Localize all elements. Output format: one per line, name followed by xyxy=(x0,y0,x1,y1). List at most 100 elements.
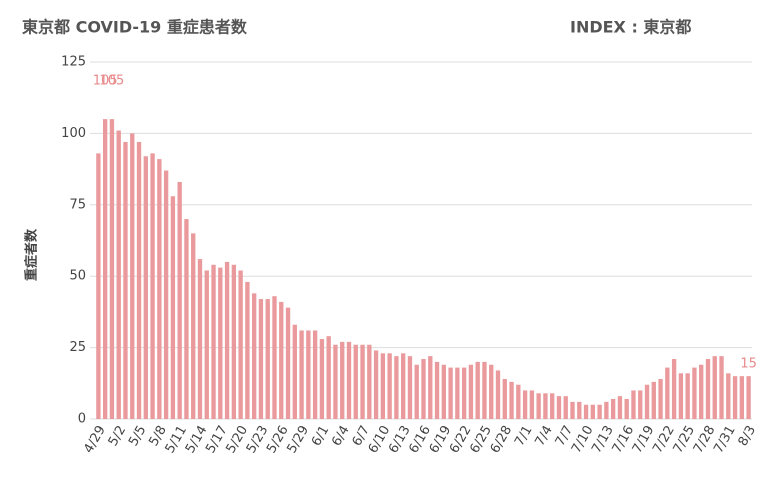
bar xyxy=(326,336,331,419)
bar xyxy=(428,356,433,419)
bar xyxy=(340,341,345,419)
bar xyxy=(604,401,609,419)
x-tick-label: 6/4 xyxy=(329,423,352,449)
bar xyxy=(678,373,684,419)
bar xyxy=(96,153,101,419)
bar xyxy=(245,281,250,419)
bar xyxy=(292,324,297,419)
bar xyxy=(516,384,521,419)
data-label: 105 xyxy=(100,74,125,89)
bar xyxy=(441,364,446,419)
bar xyxy=(705,359,711,419)
bar xyxy=(712,356,717,419)
bar xyxy=(319,339,325,419)
bar xyxy=(163,170,169,419)
bar xyxy=(421,359,426,419)
bar xyxy=(306,330,311,419)
bar xyxy=(502,379,507,419)
bar xyxy=(482,361,487,419)
bar xyxy=(143,156,148,420)
bar xyxy=(624,399,629,419)
bar xyxy=(123,141,128,419)
bar xyxy=(475,361,480,419)
bar xyxy=(685,373,690,419)
bar xyxy=(130,133,135,419)
x-tick-label: 8/3 xyxy=(736,423,759,449)
x-tick-label: 5/2 xyxy=(106,423,129,449)
bar xyxy=(658,379,663,419)
bar xyxy=(211,264,216,419)
y-tick-label: 25 xyxy=(69,340,86,355)
chart-subtitle: INDEX : 東京都 xyxy=(570,18,691,37)
bar xyxy=(509,381,514,419)
bar xyxy=(461,367,467,419)
bar xyxy=(265,299,270,419)
x-tick-label: 7/4 xyxy=(532,423,555,449)
bar xyxy=(380,353,386,419)
data-label: 105 xyxy=(93,74,118,89)
bar xyxy=(489,364,494,419)
bar xyxy=(651,381,656,419)
x-tick-label: 6/28 xyxy=(488,423,516,456)
bar xyxy=(610,399,616,419)
bar xyxy=(617,396,623,419)
bar xyxy=(353,344,358,419)
bar xyxy=(394,356,399,419)
bar xyxy=(522,390,528,419)
bar xyxy=(238,270,243,419)
bar xyxy=(116,130,121,419)
bar xyxy=(529,390,535,419)
bar xyxy=(136,141,142,419)
bar xyxy=(590,404,595,419)
bar xyxy=(563,396,568,419)
bar xyxy=(170,196,176,419)
bar xyxy=(407,356,413,419)
bar xyxy=(495,370,501,419)
y-tick-label: 50 xyxy=(69,269,86,284)
x-tick-label: 5/5 xyxy=(126,423,149,449)
bar xyxy=(150,153,155,419)
y-tick-label: 125 xyxy=(61,55,86,70)
bar xyxy=(109,119,115,420)
x-tick-label: 6/1 xyxy=(309,423,332,449)
bar xyxy=(631,390,636,419)
bar xyxy=(692,367,697,419)
bar xyxy=(157,159,162,419)
bar xyxy=(536,393,541,419)
bar xyxy=(570,401,575,419)
data-label: 15 xyxy=(740,357,757,372)
bar xyxy=(556,396,562,419)
bar xyxy=(224,261,230,419)
bar xyxy=(272,296,277,419)
y-tick-label: 75 xyxy=(69,197,86,212)
bar xyxy=(231,264,237,419)
x-tick-label: 7/1 xyxy=(512,423,535,449)
bar xyxy=(597,404,602,419)
bar xyxy=(577,401,582,419)
bar xyxy=(197,259,203,419)
bar xyxy=(638,390,643,419)
bar xyxy=(279,301,284,419)
bar xyxy=(644,384,650,419)
bar xyxy=(468,364,474,419)
bar xyxy=(218,267,223,419)
bar xyxy=(102,119,108,420)
bar xyxy=(550,393,555,419)
bar xyxy=(387,353,392,419)
bar xyxy=(373,350,379,419)
bar xyxy=(726,373,731,419)
bar xyxy=(665,367,670,419)
x-tick-label: 4/29 xyxy=(81,423,109,456)
chart-title: 東京都 COVID-19 重症患者数 xyxy=(22,18,248,37)
bar xyxy=(671,359,677,419)
bar xyxy=(699,364,704,419)
bar xyxy=(739,376,745,419)
bar xyxy=(732,376,738,419)
x-tick-label: 7/31 xyxy=(711,423,739,456)
y-tick-label: 100 xyxy=(61,126,86,141)
bar xyxy=(252,293,257,419)
bar xyxy=(333,344,338,419)
bar xyxy=(184,219,189,419)
y-axis-label: 重症者数 xyxy=(24,228,40,281)
